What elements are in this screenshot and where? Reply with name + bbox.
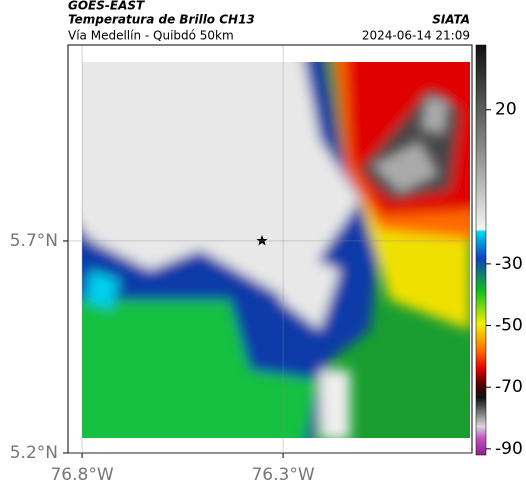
source: SIATA bbox=[432, 13, 470, 27]
x-tick-label: 76.8°W bbox=[50, 465, 113, 485]
y-tick-label: 5.2°N bbox=[10, 443, 58, 463]
imagery bbox=[82, 62, 470, 438]
colorbar-tick-label: -90 bbox=[495, 439, 523, 459]
colorbar bbox=[475, 44, 487, 456]
subtitle: Temperatura de Brillo CH13 bbox=[68, 13, 255, 27]
site-marker bbox=[256, 235, 268, 246]
y-tick-label: 5.7°N bbox=[10, 231, 58, 251]
colorbar-tick-label: -70 bbox=[495, 377, 523, 397]
colorbar-tick-label: 20 bbox=[495, 100, 517, 120]
colorbar-tick-label: -30 bbox=[495, 254, 523, 274]
x-tick-label: 76.3°W bbox=[251, 465, 314, 485]
colorbar-tick-label: -50 bbox=[495, 316, 523, 336]
title: GOES-EAST bbox=[68, 0, 145, 13]
datetime: 2024-06-14 21:09 bbox=[362, 29, 470, 43]
route: Vía Medellín - Quibdó 50km bbox=[68, 29, 234, 43]
